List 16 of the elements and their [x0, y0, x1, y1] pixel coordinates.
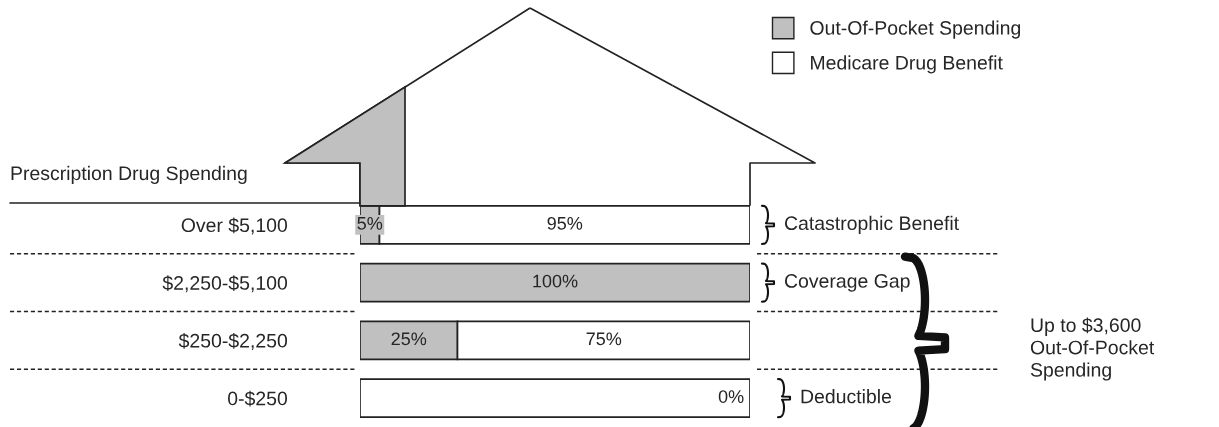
data-label: 100%: [533, 274, 578, 288]
text: Deductible: [801, 389, 892, 404]
legend-label: Out-Of-Pocket Spending: [810, 20, 1021, 39]
text: Coverage Gap: [784, 274, 910, 292]
y-tick-label: Over $5,100: [181, 217, 288, 235]
y-tick-label: $250-$2,250: [178, 333, 288, 350]
data-label: 0%: [718, 390, 744, 403]
y-axis-title: Prescription Drug Spending: [11, 165, 247, 184]
data-label: 95%: [547, 216, 583, 230]
text: Up to $3,600 Out-Of-Pocket Spending: [1030, 317, 1155, 381]
y-tick-label: 0-$250: [228, 390, 288, 407]
y-tick-label: $2,250-$5,100: [162, 275, 288, 293]
data-label: 25%: [391, 332, 427, 346]
text: Catastrophic Benefit: [784, 215, 959, 234]
data-label: 75%: [586, 332, 622, 346]
legend-label: Medicare Drug Benefit: [811, 55, 1003, 74]
